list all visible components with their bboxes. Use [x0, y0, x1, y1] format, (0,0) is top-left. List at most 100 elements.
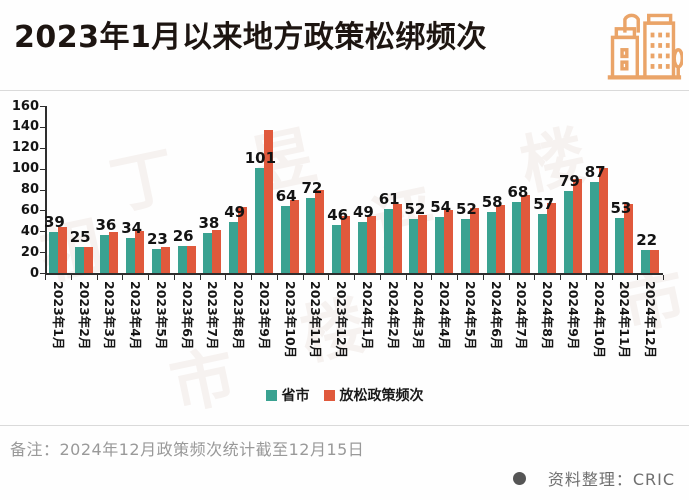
- x-tick-mark: [225, 275, 227, 280]
- legend-item-frequency: 放松政策频次: [323, 385, 424, 405]
- x-axis-category-label: 2023年5月: [153, 281, 169, 350]
- bar-frequency: [624, 204, 634, 273]
- x-axis-category-label: 2023年4月: [128, 281, 144, 350]
- source-credit: 资料整理：CRIC: [512, 466, 675, 490]
- bar-frequency: [83, 246, 93, 273]
- x-axis-category-label: 2024年9月: [565, 281, 581, 350]
- bar-frequency: [572, 179, 582, 273]
- bar-frequency: [263, 130, 273, 273]
- bar-provinces: [512, 202, 522, 273]
- bar-provinces: [435, 216, 445, 273]
- bar-value-label: 53: [610, 198, 632, 217]
- x-axis-line: [45, 273, 663, 275]
- bar-frequency: [392, 204, 402, 273]
- x-axis-category-label: 2024年12月: [643, 281, 659, 359]
- bar-value-label: 79: [558, 171, 580, 190]
- x-tick-mark: [508, 275, 510, 280]
- x-tick-mark: [482, 275, 484, 280]
- bar-value-label: 46: [327, 205, 349, 224]
- x-tick-mark: [405, 275, 407, 280]
- x-axis-category-label: 2024年3月: [411, 281, 427, 350]
- y-tick-mark: [40, 252, 45, 254]
- y-axis-tick-label: 120: [11, 140, 39, 156]
- bar-value-label: 87: [584, 163, 606, 182]
- x-tick-mark: [354, 275, 355, 280]
- x-axis-category-label: 2023年10月: [282, 281, 298, 359]
- x-axis-category-label: 2023年2月: [76, 281, 92, 350]
- bar-provinces: [383, 209, 393, 273]
- y-axis-tick-label: 20: [20, 244, 39, 260]
- x-tick-mark: [251, 275, 252, 280]
- bar-value-label: 25: [69, 227, 91, 246]
- legend-label-frequency: 放松政策频次: [339, 388, 424, 404]
- header-divider: [0, 90, 689, 91]
- x-tick-mark: [560, 275, 561, 280]
- x-axis-category-label: 2023年1月: [50, 281, 66, 350]
- bar-provinces: [641, 250, 651, 273]
- bar-frequency: [315, 189, 325, 273]
- x-tick-mark: [302, 275, 304, 280]
- y-tick-mark: [40, 147, 45, 149]
- bar-frequency: [598, 167, 608, 273]
- y-axis-tick-label: 100: [11, 161, 39, 177]
- x-tick-mark: [45, 275, 46, 280]
- y-axis-line: [45, 106, 47, 273]
- bar-provinces: [126, 237, 136, 273]
- bar-value-label: 52: [455, 199, 477, 218]
- bar-provinces: [563, 190, 573, 273]
- bar-value-label: 34: [121, 218, 143, 237]
- bullet-dot-icon: [512, 471, 526, 485]
- y-axis-tick-label: 140: [11, 119, 39, 135]
- x-axis-category-label: 2024年5月: [462, 281, 478, 350]
- x-tick-mark: [431, 275, 433, 280]
- y-tick-mark: [40, 126, 45, 128]
- bar-frequency: [341, 215, 351, 273]
- bar-provinces: [48, 232, 58, 273]
- x-tick-mark: [611, 275, 613, 280]
- bar-frequency: [186, 245, 196, 273]
- x-tick-mark: [173, 275, 175, 280]
- source-text: 资料整理：CRIC: [547, 470, 675, 489]
- y-tick-mark: [40, 231, 45, 233]
- x-tick-mark: [96, 275, 98, 280]
- bar-frequency: [495, 205, 505, 273]
- y-tick-mark: [40, 210, 45, 212]
- bar-frequency: [212, 230, 222, 273]
- x-axis-category-label: 2024年7月: [514, 281, 530, 350]
- bar-frequency: [547, 203, 557, 273]
- x-tick-mark: [276, 275, 278, 280]
- x-tick-mark: [663, 275, 664, 280]
- legend-swatch-teal: [265, 389, 277, 401]
- bar-value-label: 58: [481, 193, 503, 212]
- bar-value-label: 38: [198, 214, 220, 233]
- x-axis-category-label: 2024年8月: [540, 281, 556, 350]
- bar-frequency: [57, 227, 67, 273]
- bar-provinces: [100, 235, 110, 273]
- legend-swatch-orange: [323, 389, 335, 401]
- city-buildings-icon: [607, 13, 683, 80]
- bar-frequency: [521, 194, 531, 273]
- bar-provinces: [460, 218, 470, 273]
- x-tick-mark: [328, 275, 330, 280]
- x-tick-mark: [457, 275, 458, 280]
- bar-frequency: [366, 215, 376, 273]
- y-tick-mark: [40, 273, 45, 274]
- bar-value-label: 64: [275, 187, 297, 206]
- y-tick-mark: [40, 106, 45, 107]
- x-axis-category-label: 2023年7月: [205, 281, 221, 350]
- bar-value-label: 57: [533, 194, 555, 213]
- x-axis-category-label: 2024年10月: [591, 281, 607, 359]
- bar-value-label: 22: [636, 231, 658, 250]
- x-tick-mark: [199, 275, 201, 280]
- bar-provinces: [357, 221, 367, 273]
- x-axis-category-label: 2023年12月: [334, 281, 350, 359]
- bar-value-label: 49: [224, 202, 246, 221]
- bar-frequency: [418, 214, 428, 273]
- y-axis-tick-label: 160: [11, 98, 39, 114]
- bar-value-label: 52: [404, 199, 426, 218]
- bar-value-label: 23: [146, 229, 168, 248]
- bar-provinces: [306, 197, 316, 273]
- x-axis-category-label: 2023年8月: [231, 281, 247, 350]
- x-axis-category-label: 2024年1月: [359, 281, 375, 350]
